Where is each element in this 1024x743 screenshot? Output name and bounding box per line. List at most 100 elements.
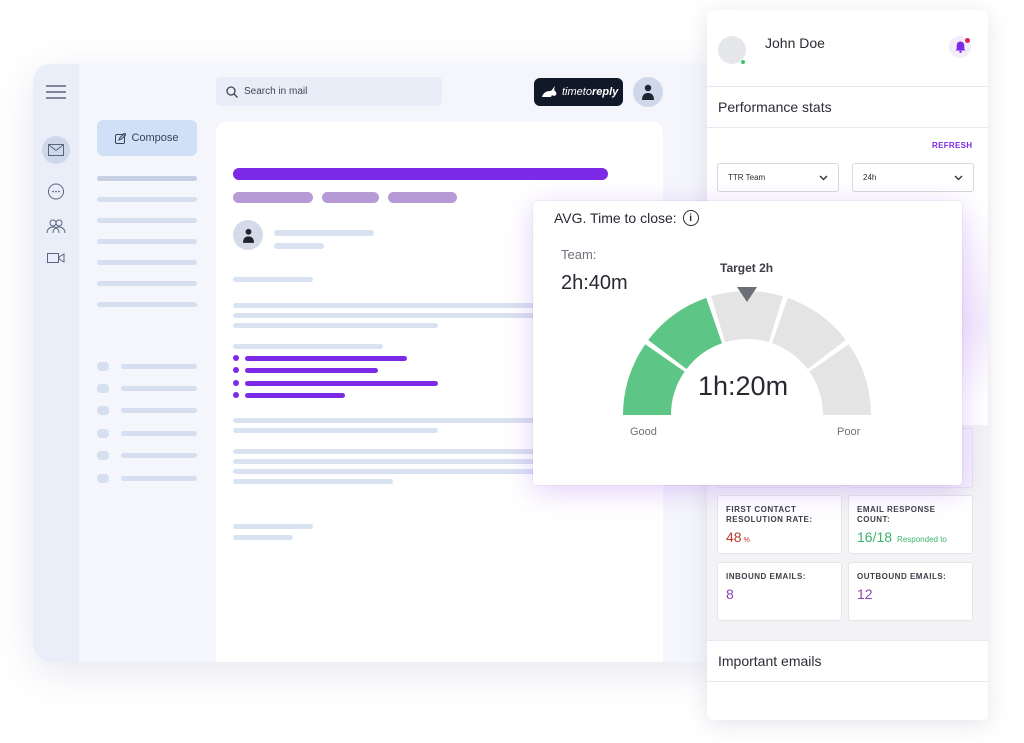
gauge-title: AVG. Time to close: — [554, 210, 677, 226]
divider — [707, 86, 988, 87]
account-avatar[interactable] — [633, 77, 663, 107]
folder-placeholder[interactable] — [97, 218, 197, 223]
gauge-segment-2 — [648, 297, 723, 370]
label-dot — [97, 451, 109, 460]
target-label: Target 2h — [720, 261, 774, 275]
tag-placeholder[interactable] — [388, 192, 457, 203]
text-line — [233, 459, 543, 464]
range-select[interactable]: 24h — [852, 163, 974, 192]
stat-label: EMAIL RESPONSE COUNT: — [857, 505, 936, 524]
stat-card-resolution-rate: FIRST CONTACT RESOLUTION RATE: 48% — [717, 495, 842, 554]
label-placeholder[interactable] — [121, 408, 197, 413]
rabbit-icon — [542, 86, 557, 97]
stat-value: 8 — [726, 586, 734, 602]
person-icon — [642, 84, 654, 100]
user-name: John Doe — [765, 35, 825, 51]
sender-name-placeholder — [274, 230, 374, 236]
sender-avatar — [233, 220, 263, 250]
menu-icon[interactable] — [42, 78, 70, 106]
label-dot — [97, 362, 109, 371]
stat-card-outbound: OUTBOUND EMAILS: 12 — [848, 562, 973, 621]
text-line — [233, 344, 383, 349]
gauge-segments — [623, 291, 871, 415]
online-status-dot — [740, 59, 746, 65]
search-box[interactable] — [216, 77, 442, 106]
text-line — [233, 323, 438, 328]
bullet-dot — [233, 380, 239, 386]
text-line — [233, 449, 543, 454]
text-line — [233, 428, 438, 433]
sender-email-placeholder — [274, 243, 324, 249]
label-dot — [97, 429, 109, 438]
label-placeholder[interactable] — [121, 431, 197, 436]
folder-placeholder[interactable] — [97, 302, 197, 307]
bullet-line — [245, 356, 407, 361]
info-icon[interactable]: i — [682, 210, 699, 226]
text-line — [233, 535, 293, 540]
label-dot — [97, 406, 109, 415]
person-icon — [242, 228, 254, 243]
brand-logo: timetoreply — [534, 78, 623, 106]
notification-badge — [965, 38, 970, 43]
label-placeholder[interactable] — [121, 386, 197, 391]
poor-label: Poor — [837, 426, 861, 438]
folder-placeholder[interactable] — [97, 260, 197, 265]
gauge-segment-5 — [809, 344, 871, 415]
team-select-value: TTR Team — [728, 173, 766, 182]
icon-rail — [33, 64, 79, 662]
chat-icon[interactable] — [42, 178, 70, 206]
stat-card-response-count: EMAIL RESPONSE COUNT: 16/18 Responded to — [848, 495, 973, 554]
divider — [707, 127, 988, 128]
range-select-value: 24h — [863, 173, 877, 182]
label-placeholder[interactable] — [121, 476, 197, 481]
stat-label: INBOUND EMAILS: — [726, 572, 806, 581]
divider — [707, 640, 988, 641]
bullet-line — [245, 381, 438, 386]
bell-icon — [955, 41, 965, 53]
text-line — [233, 303, 543, 308]
stat-label: FIRST CONTACT RESOLUTION RATE: — [726, 505, 813, 524]
edit-icon — [115, 132, 127, 144]
search-icon — [226, 85, 238, 98]
bullet-line — [245, 393, 345, 398]
gauge-segment-1 — [623, 344, 685, 415]
mail-icon[interactable] — [42, 136, 70, 164]
gauge-center-value: 1h:20m — [698, 371, 789, 401]
gauge-chart — [623, 287, 871, 415]
video-icon[interactable] — [42, 244, 70, 272]
performance-title: Performance stats — [718, 99, 832, 115]
text-line — [233, 277, 313, 282]
tag-placeholder[interactable] — [322, 192, 379, 203]
folder-placeholder[interactable] — [97, 176, 197, 181]
search-input[interactable] — [244, 86, 424, 97]
text-line — [233, 479, 393, 484]
bullet-dot — [233, 355, 239, 361]
tag-placeholder[interactable] — [233, 192, 313, 203]
avg-time-to-close-popup: AVG. Time to close: i Team: 2h:40m Targe… — [533, 201, 962, 485]
bullet-dot — [233, 367, 239, 373]
compose-button[interactable]: Compose — [97, 120, 197, 156]
stat-label: OUTBOUND EMAILS: — [857, 572, 947, 581]
divider — [707, 681, 988, 682]
bullet-line — [245, 368, 378, 373]
refresh-button[interactable]: REFRESH — [932, 141, 973, 150]
team-value: 2h:40m — [561, 272, 628, 294]
bullet-dot — [233, 392, 239, 398]
people-icon[interactable] — [42, 212, 70, 240]
label-dot — [97, 474, 109, 483]
team-select[interactable]: TTR Team — [717, 163, 839, 192]
subject-placeholder — [233, 168, 608, 180]
team-label: Team: — [561, 247, 597, 262]
label-placeholder[interactable] — [121, 364, 197, 369]
label-placeholder[interactable] — [121, 453, 197, 458]
folder-placeholder[interactable] — [97, 239, 197, 244]
folder-placeholder[interactable] — [97, 281, 197, 286]
stat-value: 48% — [726, 529, 750, 545]
gauge-segment-3 — [711, 291, 783, 343]
stat-value: 12 — [857, 586, 873, 602]
compose-label: Compose — [131, 132, 179, 144]
stat-value: 16/18 Responded to — [857, 529, 947, 545]
text-line — [233, 469, 543, 474]
folder-placeholder[interactable] — [97, 197, 197, 202]
